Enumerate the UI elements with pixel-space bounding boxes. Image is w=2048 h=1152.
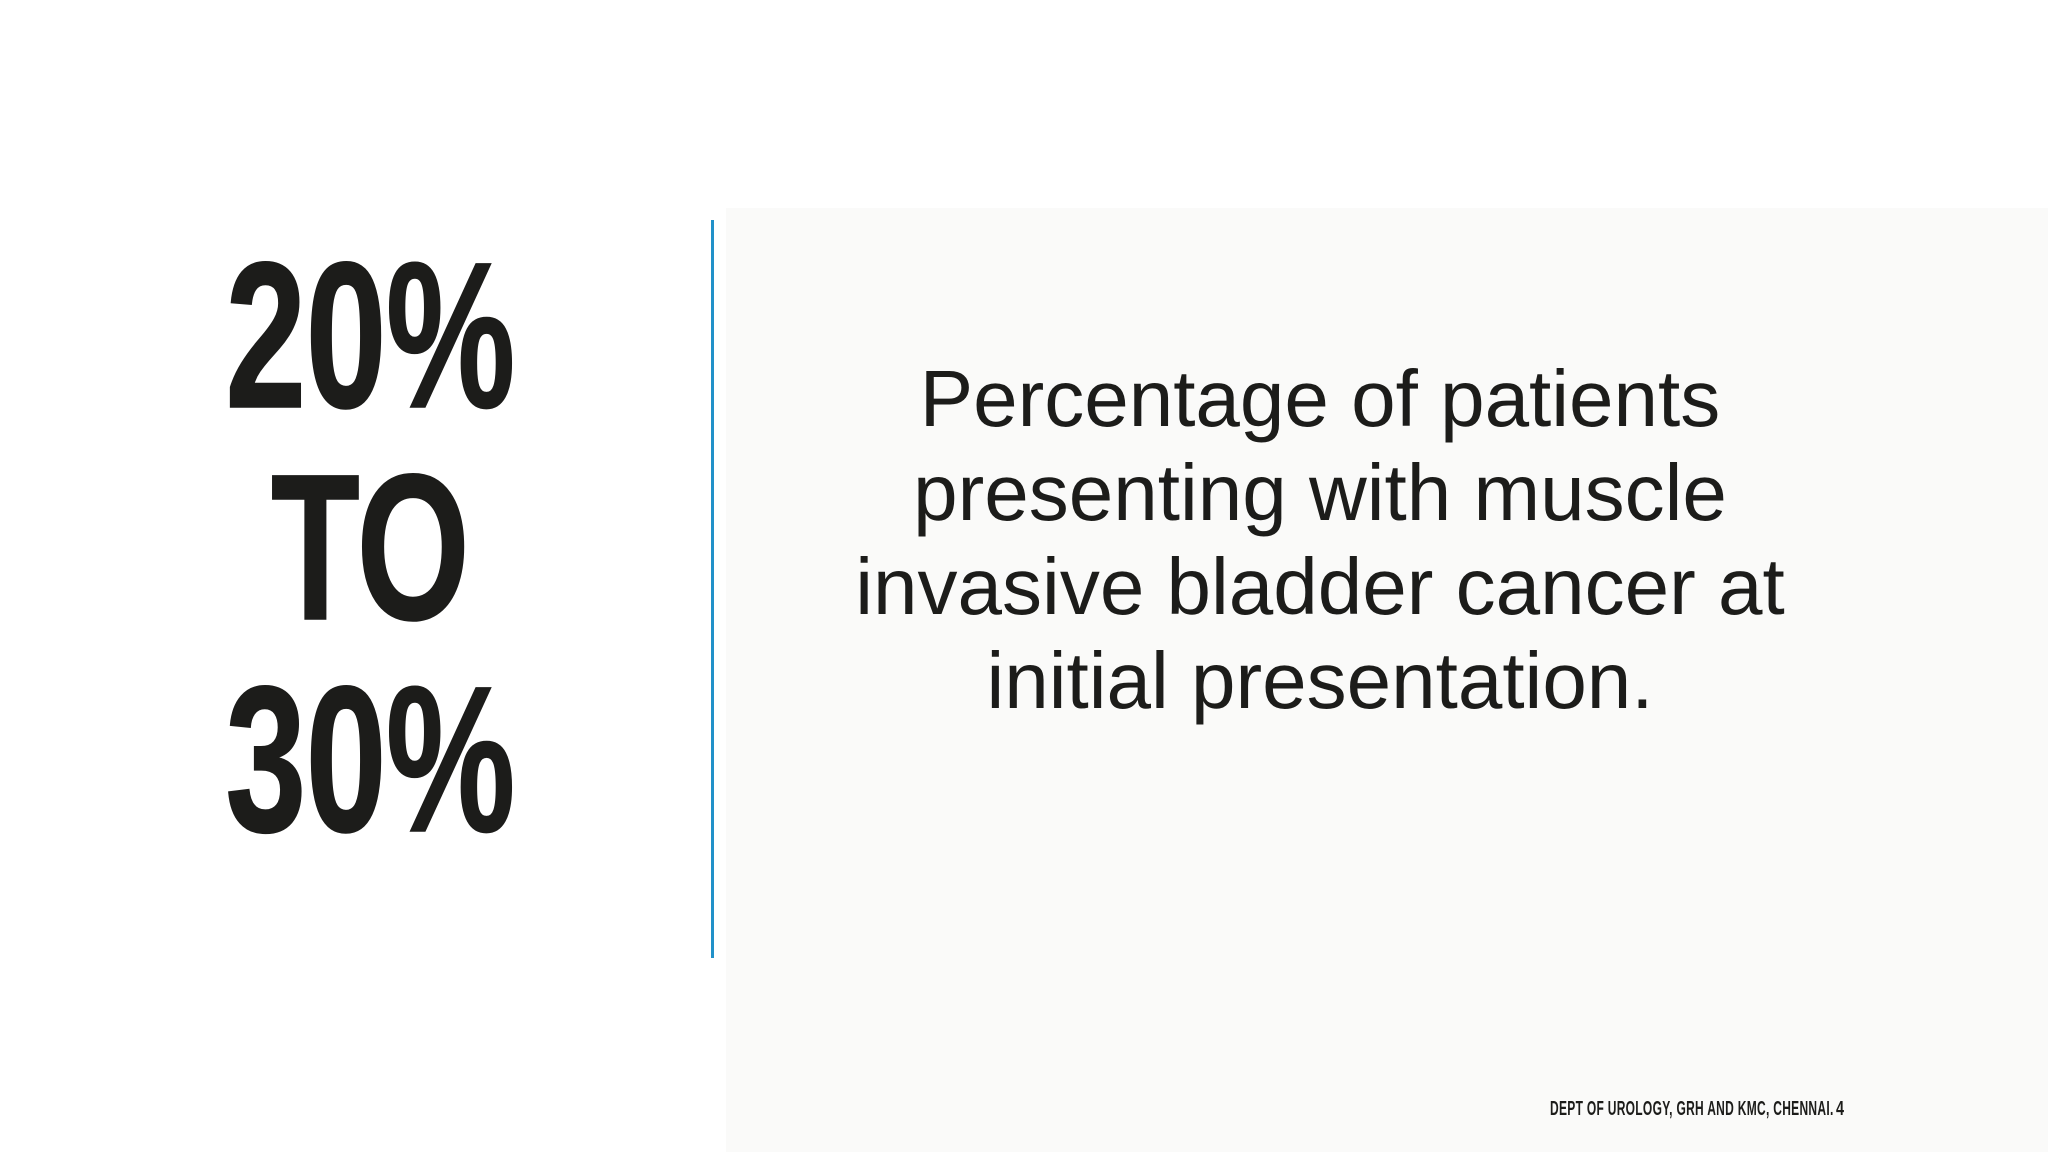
body-line-2: presenting with muscle — [913, 448, 1727, 537]
stat-line-1: 20% — [225, 220, 516, 452]
body-line-4: initial presentation. — [986, 636, 1654, 725]
vertical-divider-line — [711, 220, 714, 958]
body-text: Percentage of patients presenting with m… — [770, 352, 1870, 728]
body-line-3: invasive bladder cancer at — [855, 542, 1785, 631]
content-panel — [726, 208, 2048, 1152]
footer-credit: DEPT OF UROLOGY, GRH AND KMC, CHENNAI. — [1550, 1098, 1834, 1120]
stat-line-2: TO — [270, 432, 470, 664]
body-line-1: Percentage of patients — [919, 354, 1721, 443]
stat-line-3: 30% — [225, 644, 516, 876]
page-number: 4 — [1835, 1098, 1845, 1120]
stat-text: 20% TO 30% — [111, 220, 629, 876]
